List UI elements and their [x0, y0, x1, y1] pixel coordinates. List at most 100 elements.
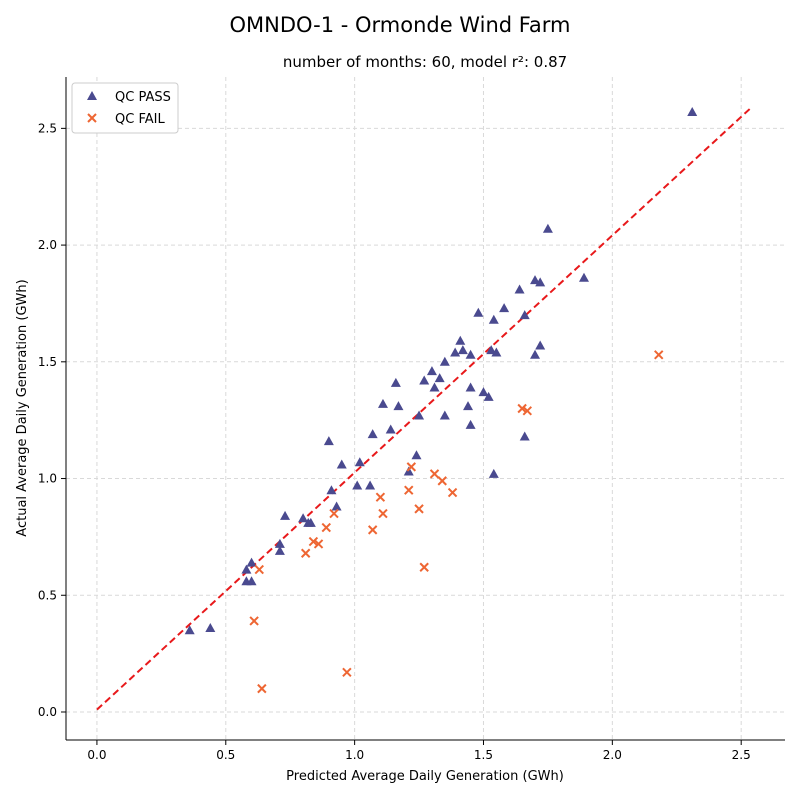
data-point-triangle — [403, 466, 414, 476]
data-point-triangle — [578, 272, 589, 282]
x-tick-label: 1.0 — [345, 748, 364, 762]
y-tick-label: 1.5 — [38, 355, 57, 369]
chart-subtitle: number of months: 60, model r²: 0.87 — [283, 53, 567, 71]
y-tick-label: 0.0 — [38, 705, 57, 719]
data-point-triangle — [499, 303, 510, 313]
reference-line-layer — [96, 106, 753, 711]
legend-label-qc-fail: QC FAIL — [115, 112, 165, 127]
y-axis-label: Actual Average Daily Generation (GWh) — [15, 279, 30, 536]
data-point-triangle — [465, 382, 476, 392]
data-point-triangle — [519, 431, 530, 441]
data-point-triangle — [352, 480, 363, 490]
data-point-triangle — [519, 310, 530, 320]
data-point-x — [522, 406, 533, 416]
data-point-triangle — [530, 349, 541, 359]
data-point-triangle — [439, 356, 450, 366]
x-tick-label: 0.5 — [216, 748, 235, 762]
data-point-triangle — [426, 366, 437, 376]
data-point-x — [367, 525, 378, 535]
data-point-triangle — [488, 468, 499, 478]
data-point-triangle — [478, 387, 489, 397]
data-point-triangle — [429, 382, 440, 392]
data-point-triangle — [483, 391, 494, 401]
data-point-triangle — [465, 419, 476, 429]
data-point-triangle — [411, 450, 422, 460]
data-point-triangle — [331, 501, 342, 511]
y-ticks: 0.0 0.5 1.0 1.5 2.0 2.5 — [38, 121, 66, 719]
data-point-triangle — [486, 345, 497, 355]
data-point-triangle — [246, 557, 257, 567]
data-point-x — [517, 403, 527, 414]
y-tick-label: 2.5 — [38, 121, 57, 135]
data-point-x — [249, 616, 259, 626]
data-point-x — [429, 469, 440, 479]
data-point-triangle — [377, 398, 388, 408]
legend: QC PASS QC FAIL — [71, 82, 179, 134]
chart-title: OMNDO-1 - Ormonde Wind Farm — [229, 13, 570, 37]
y-tick-label: 0.5 — [38, 588, 57, 602]
y-tick-label: 2.0 — [38, 238, 57, 252]
data-point-triangle — [455, 335, 466, 345]
data-point-triangle — [298, 513, 309, 523]
data-point-x — [342, 667, 352, 678]
data-point-triangle — [205, 622, 216, 632]
data-point-triangle — [463, 401, 474, 411]
data-point-x — [313, 539, 324, 549]
data-point-triangle — [390, 377, 401, 387]
data-point-x — [321, 522, 331, 533]
data-point-x — [254, 564, 264, 575]
x-tick-label: 1.5 — [474, 748, 493, 762]
reference-line — [96, 106, 753, 711]
y-tick-label: 1.0 — [38, 472, 57, 486]
data-point-triangle — [465, 349, 476, 359]
x-axis-label: Predicted Average Daily Generation (GWh) — [286, 769, 564, 784]
data-point-triangle — [542, 223, 553, 233]
data-point-triangle — [450, 347, 461, 357]
grid — [66, 77, 785, 740]
legend-label-qc-pass: QC PASS — [115, 90, 171, 105]
data-point-triangle — [241, 564, 252, 574]
x-tick-label: 2.0 — [603, 748, 622, 762]
data-points — [184, 107, 698, 694]
data-point-triangle — [354, 457, 365, 467]
x-tick-label: 0.0 — [87, 748, 106, 762]
data-point-triangle — [414, 410, 425, 420]
data-point-x — [308, 536, 319, 547]
legend-marker-triangle — [87, 91, 97, 100]
data-point-triangle — [457, 345, 468, 355]
data-point-triangle — [530, 275, 541, 285]
x-ticks: 0.0 0.5 1.0 1.5 2.0 2.5 — [87, 740, 751, 762]
data-point-x — [437, 476, 447, 486]
data-point-triangle — [274, 545, 285, 555]
data-point-x — [329, 508, 339, 519]
legend-box — [71, 82, 179, 134]
data-point-triangle — [184, 625, 195, 635]
data-point-triangle — [246, 576, 257, 586]
data-point-triangle — [535, 277, 546, 287]
data-point-triangle — [514, 284, 525, 294]
data-point-x — [375, 492, 386, 502]
data-point-triangle — [687, 107, 698, 117]
data-point-triangle — [434, 373, 445, 383]
data-point-triangle — [367, 429, 378, 439]
data-point-triangle — [326, 485, 337, 495]
data-point-triangle — [439, 410, 450, 420]
data-point-x — [257, 683, 267, 694]
data-point-x — [300, 548, 311, 558]
data-point-x — [404, 485, 414, 495]
data-point-triangle — [336, 459, 347, 469]
data-point-triangle — [535, 340, 546, 350]
data-point-triangle — [323, 436, 334, 446]
data-point-x — [406, 462, 417, 472]
data-point-triangle — [305, 517, 316, 527]
x-tick-label: 2.5 — [732, 748, 751, 762]
data-point-triangle — [491, 347, 502, 357]
data-point-triangle — [385, 424, 396, 434]
data-point-x — [419, 562, 429, 572]
data-point-triangle — [473, 307, 484, 317]
legend-marker-x — [87, 113, 97, 123]
data-point-triangle — [280, 510, 291, 520]
data-point-x — [447, 487, 458, 498]
data-point-triangle — [419, 375, 430, 385]
